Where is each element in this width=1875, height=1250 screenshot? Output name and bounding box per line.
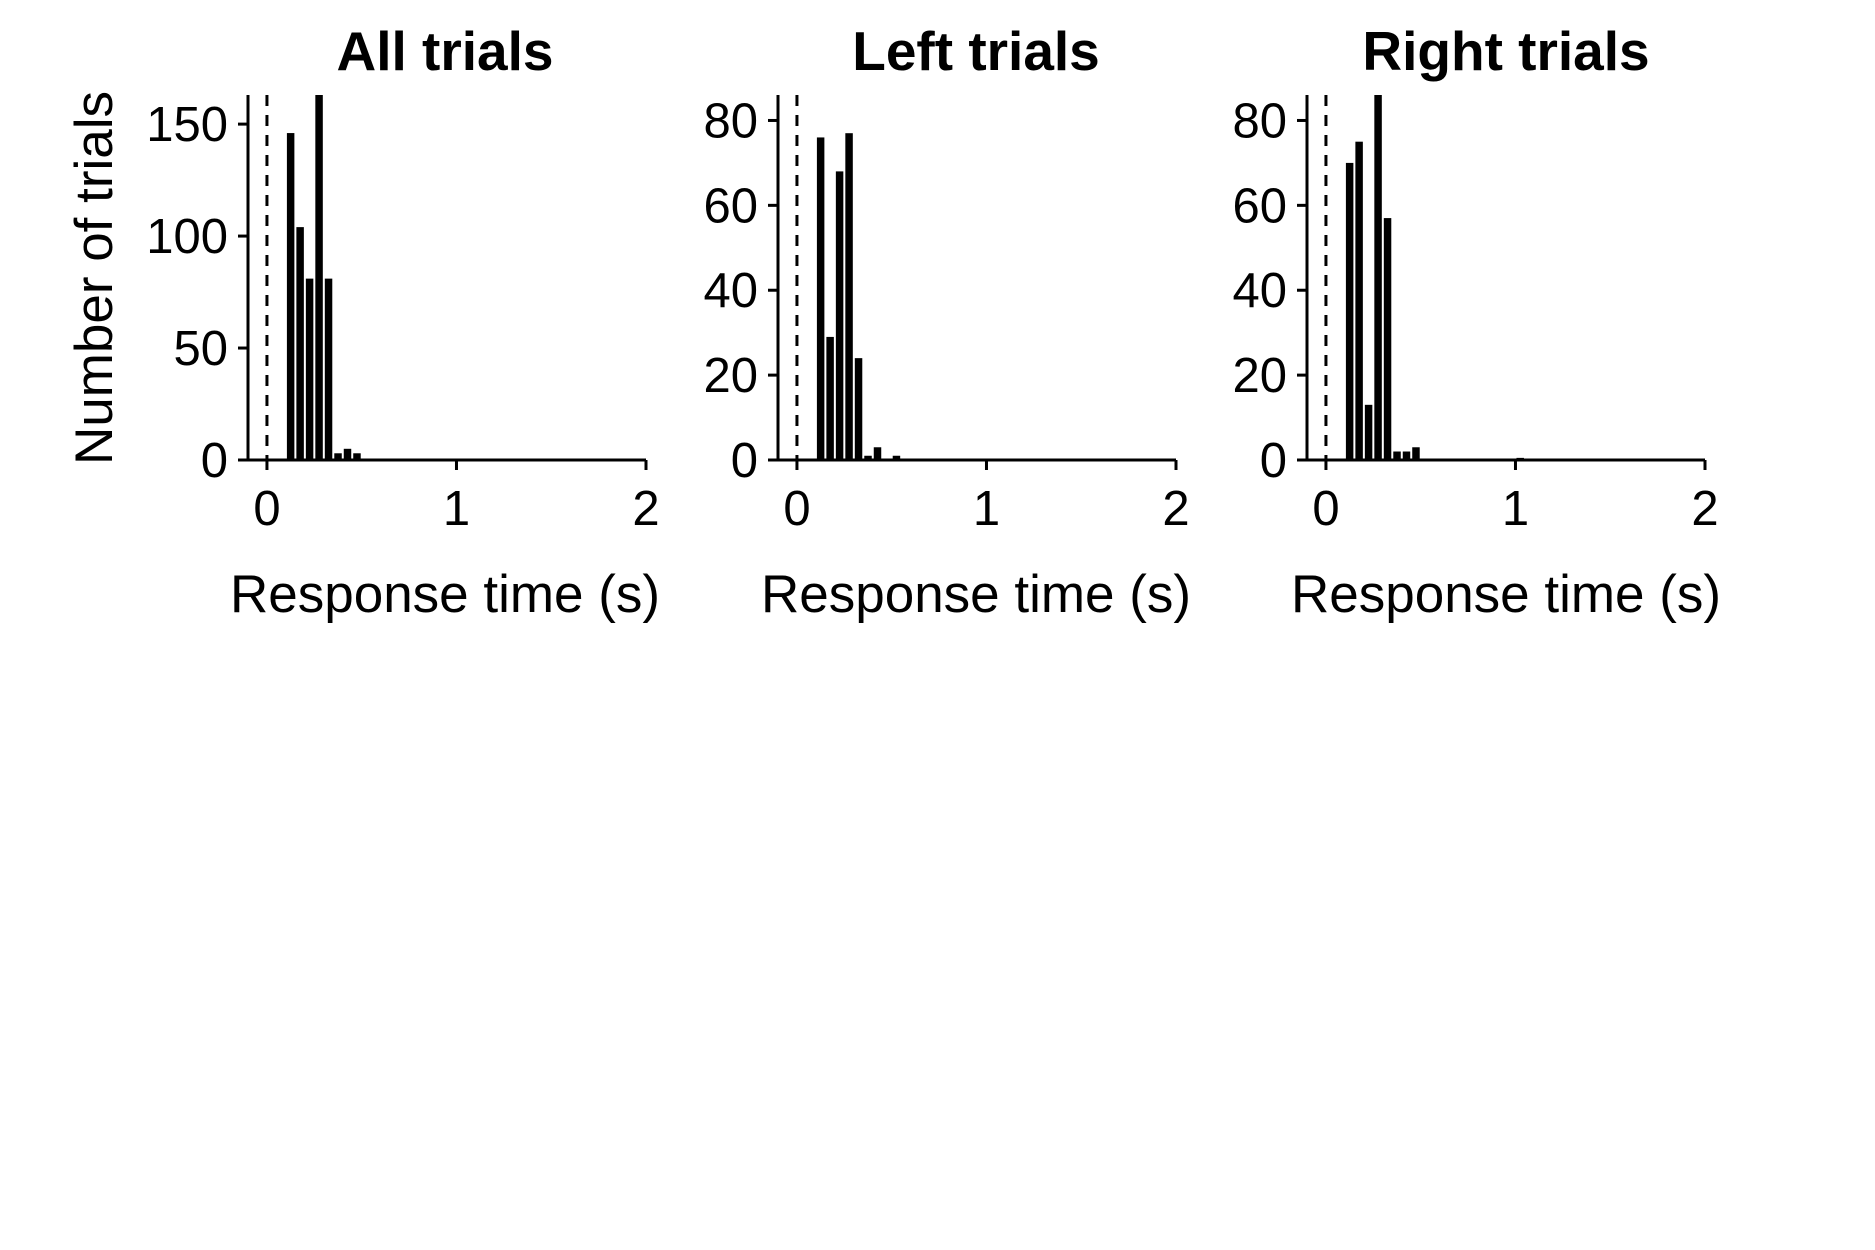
- x-tick-label: 1: [973, 482, 1000, 536]
- x-axis-label: Response time (s): [230, 565, 660, 624]
- x-tick-label: 2: [1162, 482, 1189, 536]
- histogram-bar: [816, 137, 825, 460]
- x-tick-label: 1: [443, 482, 470, 536]
- x-tick-label: 0: [253, 482, 280, 536]
- y-tick-label: 80: [703, 94, 758, 148]
- histogram-bar: [305, 278, 314, 460]
- histogram-bar: [892, 455, 901, 460]
- histogram-bar: [315, 95, 323, 460]
- y-tick-label: 20: [1232, 349, 1287, 403]
- y-tick-label: 0: [1260, 434, 1287, 488]
- x-axis-label: Response time (s): [761, 565, 1191, 624]
- x-tick-label: 0: [1312, 482, 1339, 536]
- y-tick-label: 60: [703, 179, 758, 233]
- histogram-bar: [845, 133, 853, 460]
- x-tick-label: 0: [783, 482, 810, 536]
- panel-title: Right trials: [1362, 20, 1649, 82]
- histogram-bar: [835, 171, 844, 460]
- y-tick-label: 100: [146, 210, 228, 264]
- y-tick-label: 20: [703, 349, 758, 403]
- histogram-bar: [1402, 451, 1411, 460]
- y-tick-label: 0: [201, 434, 228, 488]
- histogram-bar: [1345, 162, 1354, 460]
- histogram-bar: [324, 278, 333, 460]
- panel-title: Left trials: [852, 20, 1100, 82]
- y-tick-label: 40: [703, 264, 758, 318]
- histogram-bar: [1383, 218, 1392, 460]
- y-tick-label: 40: [1232, 264, 1287, 318]
- histogram-bar: [1412, 447, 1420, 460]
- y-axis-label: Number of trials: [65, 91, 124, 465]
- x-tick-label: 2: [1691, 482, 1718, 536]
- panel-right-trials: Right trials Response time (s) 020406080…: [1232, 20, 1721, 624]
- y-tick-label: 80: [1232, 94, 1287, 148]
- panel-title: All trials: [336, 20, 553, 82]
- histogram-bar: [343, 448, 352, 460]
- histogram-bar: [1374, 95, 1382, 460]
- x-tick-label: 2: [632, 482, 659, 536]
- histogram-bar: [334, 453, 342, 460]
- y-tick-label: 60: [1232, 179, 1287, 233]
- histogram-bar: [1364, 404, 1373, 460]
- histogram-bar: [296, 227, 304, 460]
- histogram-bar: [1393, 451, 1401, 460]
- histogram-bar: [854, 358, 863, 460]
- x-tick-label: 1: [1502, 482, 1529, 536]
- histogram-bar: [353, 453, 361, 460]
- x-axis-label: Response time (s): [1291, 565, 1721, 624]
- histogram-bar: [864, 455, 872, 460]
- panel-left-trials: Left trials Response time (s) 0 20 40 60 80 0…: [703, 20, 1191, 624]
- y-tick-label: 0: [731, 434, 758, 488]
- histogram-bar: [873, 447, 882, 460]
- panel-all-trials: All trials Number of trials Response tim…: [65, 20, 660, 624]
- histogram-bar: [286, 133, 295, 460]
- y-tick-label: 50: [173, 322, 228, 376]
- histogram-bar: [1355, 141, 1363, 461]
- y-tick-label: 150: [146, 98, 228, 152]
- histogram-bar: [826, 336, 834, 460]
